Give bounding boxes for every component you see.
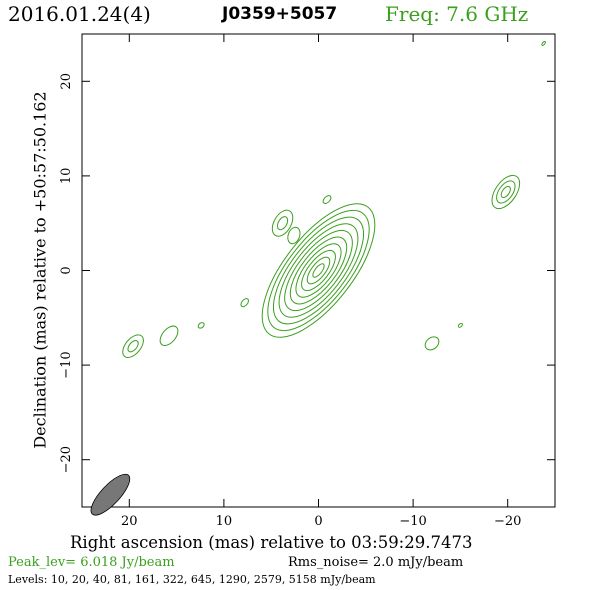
contour-level [496,180,516,204]
contour-level [197,322,205,329]
x-tick-label: −20 [494,514,521,529]
frequency-label: Freq: 7.6 GHz [385,2,529,26]
contour-level [261,203,376,338]
contour-level [287,226,301,245]
contour-level [541,41,546,46]
contour-level [295,243,342,298]
x-tick-label: 10 [216,514,233,529]
observation-date: 2016.01.24(4) [8,2,151,26]
contour-level [276,216,289,231]
x-tick-label: 0 [314,514,322,529]
contour-level [284,229,353,312]
contour-level [322,195,332,204]
y-tick-label: −10 [59,351,74,378]
y-axis-label: Declination (mas) relative to +50:57:50.… [30,91,50,449]
contour-level [159,325,179,346]
x-tick-label: −10 [399,514,426,529]
contour-level [272,216,365,325]
contour-level [289,236,348,305]
contour-level [267,209,370,332]
contour-level [240,298,249,308]
contour-level [271,209,294,237]
contour-level [491,174,521,210]
source-name: J0359+5057 [222,4,338,24]
contour-level [457,322,463,328]
y-tick-label: 0 [59,266,74,274]
y-tick-label: −20 [59,446,74,473]
contour-level [312,263,325,278]
y-tick-label: 20 [59,73,74,90]
contour-level [278,223,359,318]
beam-ellipse [90,473,131,516]
x-tick-label: 20 [121,514,138,529]
contour-level [424,336,440,351]
peak-level: Peak_lev= 6.018 Jy/beam [8,555,175,570]
y-tick-label: 10 [59,168,74,185]
contour-levels: Levels: 10, 20, 40, 81, 161, 322, 645, 1… [8,573,376,586]
contour-level [306,256,331,285]
contour-level [127,340,139,353]
plot-frame [81,33,556,508]
contour-level [122,334,144,358]
x-axis-label: Right ascension (mas) relative to 03:59:… [70,533,473,552]
contour-level [500,185,511,199]
contour-level [301,249,336,292]
rms-noise: Rms_noise= 2.0 mJy/beam [288,555,464,570]
